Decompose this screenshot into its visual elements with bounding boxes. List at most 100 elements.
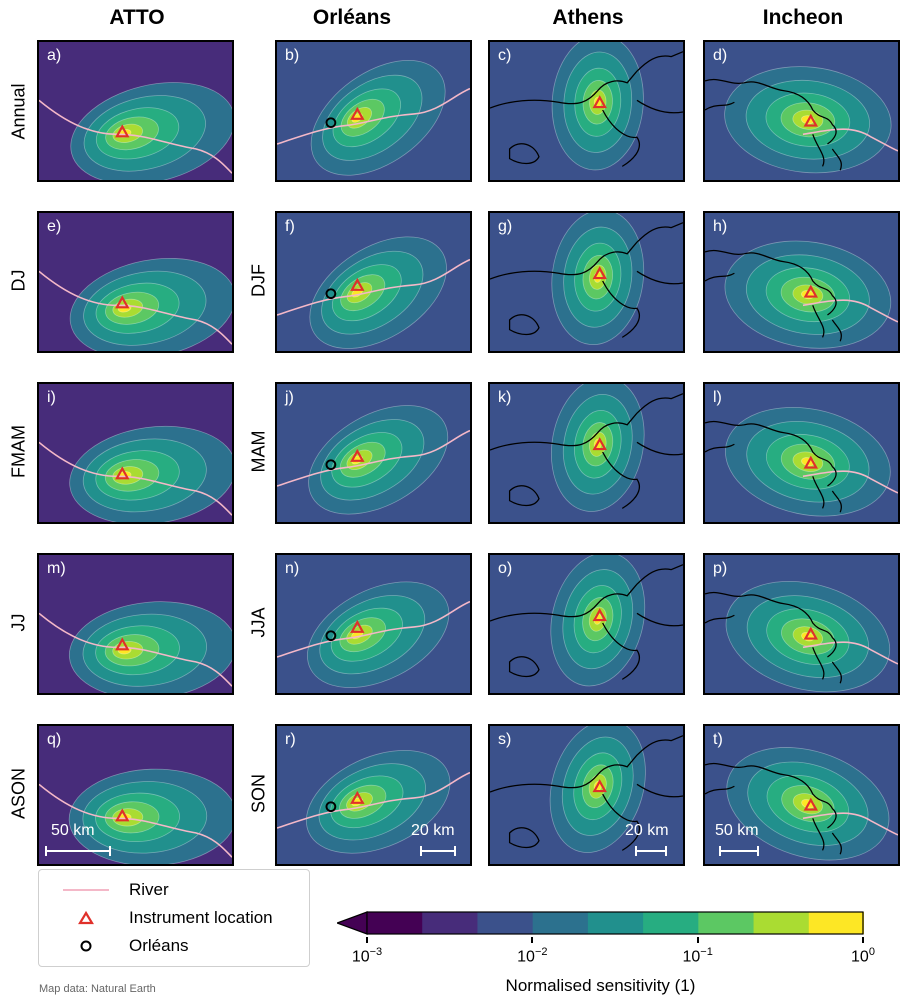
colorbar-segment bbox=[367, 912, 423, 934]
panel-label: r) bbox=[285, 731, 296, 748]
row-label-annual: Annual bbox=[8, 83, 29, 140]
triangle-marker-icon bbox=[78, 910, 94, 925]
map-graphic bbox=[39, 213, 232, 351]
colorbar-tick-label: 100 bbox=[851, 946, 875, 966]
map-graphic bbox=[490, 555, 683, 693]
map-graphic bbox=[277, 555, 470, 693]
map-graphic bbox=[705, 384, 898, 522]
colorbar-segment bbox=[698, 912, 755, 934]
row-label-son: SON bbox=[248, 774, 269, 814]
colorbar-label: Normalised sensitivity (1) bbox=[505, 976, 696, 995]
river-line-icon bbox=[63, 889, 109, 891]
map-graphic bbox=[705, 42, 898, 180]
scalebar-athens bbox=[635, 846, 667, 856]
panel-label: p) bbox=[713, 560, 728, 577]
map-panel-athens-row3: k) bbox=[488, 382, 685, 524]
map-panel-orleans-row5: r) bbox=[275, 724, 472, 866]
map-graphic bbox=[490, 384, 683, 522]
colorbar-tick-label: 10−1 bbox=[682, 946, 713, 966]
row-label-jj: JJ bbox=[8, 613, 29, 632]
colorbar-segment bbox=[587, 912, 644, 934]
scalebar-label-incheon: 50 km bbox=[715, 822, 759, 839]
column-title-atto: ATTO bbox=[109, 6, 165, 29]
legend-label-instrument: Instrument location bbox=[129, 908, 273, 927]
colorbar-tick bbox=[531, 937, 534, 943]
panel-label: q) bbox=[47, 731, 62, 748]
colorbar-tick-label: 10−2 bbox=[517, 946, 548, 966]
colorbar-tick-label: 10−3 bbox=[351, 946, 383, 966]
row-label-jja: JJA bbox=[248, 607, 269, 638]
map-panel-athens-row2: g) bbox=[488, 211, 685, 353]
row-label-mam: MAM bbox=[248, 430, 269, 473]
column-title-athens: Athens bbox=[552, 6, 624, 29]
map-panel-athens-row5: s) bbox=[488, 724, 685, 866]
circle-marker-icon bbox=[80, 940, 92, 952]
panel-label: c) bbox=[498, 47, 512, 64]
map-graphic bbox=[490, 213, 683, 351]
map-panel-atto-row2: e) bbox=[37, 211, 234, 353]
legend-item-river: River bbox=[39, 878, 309, 902]
colorbar-segment bbox=[808, 912, 864, 934]
map-panel-atto-row1: a) bbox=[37, 40, 234, 182]
map-panel-orleans-row3: j) bbox=[275, 382, 472, 524]
panel-label: s) bbox=[498, 731, 512, 748]
map-graphic bbox=[39, 555, 232, 693]
map-graphic bbox=[39, 726, 232, 864]
colorbar bbox=[337, 911, 864, 935]
scalebar-incheon bbox=[719, 846, 759, 856]
map-panel-athens-row1: c) bbox=[488, 40, 685, 182]
panel-label: g) bbox=[498, 218, 513, 235]
colorbar-segment bbox=[643, 912, 699, 934]
panel-label: n) bbox=[285, 560, 300, 577]
map-panel-atto-row4: m) bbox=[37, 553, 234, 695]
panel-label: b) bbox=[285, 47, 300, 64]
map-panel-incheon-row3: l) bbox=[703, 382, 900, 524]
panel-label: m) bbox=[47, 560, 66, 577]
panel-label: d) bbox=[713, 47, 728, 64]
scalebar-atto bbox=[45, 846, 111, 856]
legend-label-river: River bbox=[129, 880, 169, 899]
panel-label: t) bbox=[713, 731, 723, 748]
column-title-orleans: Orléans bbox=[312, 6, 392, 29]
colorbar-segment bbox=[532, 912, 589, 934]
colorbar-tick bbox=[696, 937, 699, 943]
row-label-fmam: FMAM bbox=[8, 425, 29, 478]
map-panel-incheon-row5: t) bbox=[703, 724, 900, 866]
row-label-djf: DJF bbox=[248, 264, 269, 297]
scalebar-label-athens: 20 km bbox=[625, 822, 669, 839]
map-panel-incheon-row1: d) bbox=[703, 40, 900, 182]
map-panel-athens-row4: o) bbox=[488, 553, 685, 695]
map-panel-incheon-row2: h) bbox=[703, 211, 900, 353]
map-graphic bbox=[277, 384, 470, 522]
map-graphic bbox=[490, 726, 683, 864]
colorbar-extend-arrow bbox=[337, 911, 368, 935]
source-credit: Map data: Natural Earth bbox=[39, 983, 156, 995]
legend-item-instrument: Instrument location bbox=[39, 906, 309, 930]
map-panel-orleans-row1: b) bbox=[275, 40, 472, 182]
scalebar-label-orleans: 20 km bbox=[411, 822, 455, 839]
legend: River Instrument location Orléans bbox=[38, 869, 310, 967]
legend-item-orleans: Orléans bbox=[39, 934, 309, 958]
scalebar-label-atto: 50 km bbox=[51, 822, 95, 839]
panel-label: e) bbox=[47, 218, 62, 235]
map-panel-atto-row3: i) bbox=[37, 382, 234, 524]
map-graphic bbox=[705, 555, 898, 693]
row-label-dj: DJ bbox=[8, 269, 29, 292]
panel-label: a) bbox=[47, 47, 62, 64]
map-graphic bbox=[277, 213, 470, 351]
row-label-ason: ASON bbox=[8, 768, 29, 820]
map-panel-orleans-row2: f) bbox=[275, 211, 472, 353]
panel-label: o) bbox=[498, 560, 513, 577]
column-title-incheon: Incheon bbox=[762, 6, 844, 29]
map-graphic bbox=[490, 42, 683, 180]
map-graphic bbox=[39, 384, 232, 522]
map-panel-incheon-row4: p) bbox=[703, 553, 900, 695]
legend-label-orleans: Orléans bbox=[129, 936, 189, 955]
map-graphic bbox=[705, 213, 898, 351]
map-graphic bbox=[705, 726, 898, 864]
scalebar-orleans bbox=[420, 846, 456, 856]
colorbar-segment bbox=[422, 912, 478, 934]
map-graphic bbox=[277, 42, 470, 180]
map-panel-orleans-row4: n) bbox=[275, 553, 472, 695]
panel-label: k) bbox=[498, 389, 512, 406]
